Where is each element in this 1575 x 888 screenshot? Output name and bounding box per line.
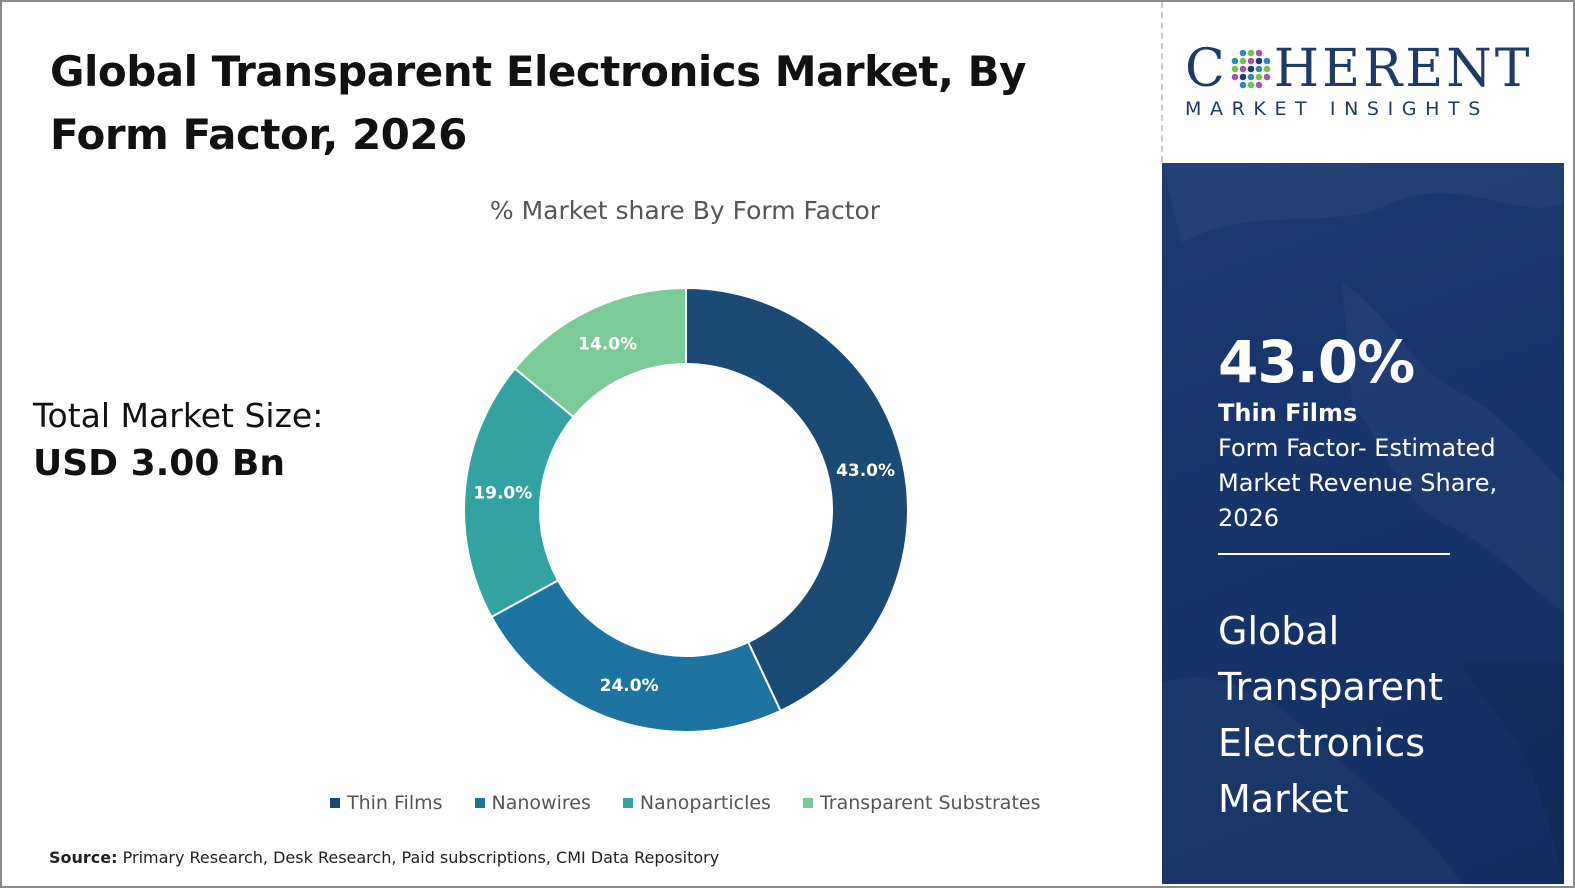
side-divider [1218,553,1450,555]
legend-item-thin-films: Thin Films [330,792,443,814]
source-prefix: Source: [49,848,118,867]
legend-item-nanowires: Nanowires [474,792,591,814]
dashed-divider [1161,2,1163,162]
donut-slice-transparent-substrates [513,286,687,419]
market-size-label: Total Market Size: [33,396,324,435]
chart-legend: Thin Films Nanowires Nanoparticles Trans… [330,792,1070,814]
highlight-value: 43.0% [1218,328,1415,396]
highlight-description: Form Factor- Estimated Market Revenue Sh… [1218,434,1498,532]
donut-slice-thin-films [685,286,909,713]
chart-title: % Market share By Form Factor [489,196,881,225]
data-label: 43.0% [836,461,895,481]
logo-dots-icon [1231,49,1271,89]
legend-item-transparent-substrates: Transparent Substrates [802,792,1041,814]
highlight-segment-name: Thin Films [1218,399,1358,427]
source-text: Primary Research, Desk Research, Paid su… [117,848,720,867]
data-label: 19.0% [473,484,532,504]
legend-item-nanoparticles: Nanoparticles [622,792,771,814]
data-label: 24.0% [600,676,659,696]
legend-label: Nanowires [491,792,591,814]
donut-chart: 43.0% 24.0% 19.0% 14.0% [463,286,909,733]
side-panel: 43.0% Thin Films Form Factor- Estimated … [1162,163,1564,884]
logo-letters-herent: HERENT [1273,39,1533,99]
legend-label: Thin Films [347,792,443,814]
legend-swatch-icon [622,798,633,808]
legend-swatch-icon [330,798,340,808]
data-label: 14.0% [578,335,637,355]
legend-swatch-icon [802,798,813,808]
legend-label: Nanoparticles [639,792,771,814]
company-logo: C HERENT MARKET INSIGHTS [1185,40,1545,120]
side-market-title: Global Transparent Electronics Market [1218,609,1443,821]
legend-label: Transparent Substrates [819,792,1041,814]
legend-swatch-icon [474,798,485,808]
page-title: Global Transparent Electronics Market, B… [50,47,1026,159]
donut-slice-nanowires [490,578,782,733]
market-size-value: USD 3.00 Bn [33,443,285,484]
logo-letter-c: C [1185,39,1228,99]
source-note: Source: Primary Research, Desk Research,… [49,848,719,867]
world-map-texture [1162,163,1564,884]
logo-tagline: MARKET INSIGHTS [1185,98,1489,120]
logo-wordmark: C HERENT [1185,40,1545,98]
